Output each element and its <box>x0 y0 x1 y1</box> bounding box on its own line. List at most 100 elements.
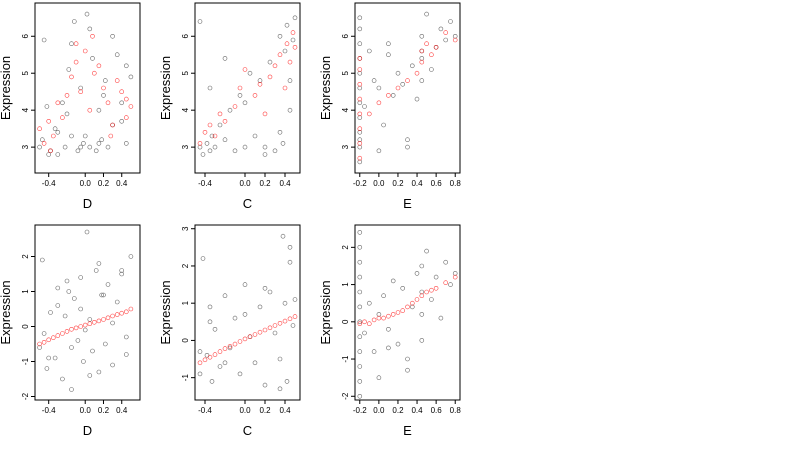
data-point-observed <box>452 271 458 276</box>
data-point-observed <box>46 355 52 361</box>
data-point-fitted <box>227 344 233 349</box>
panel-6: -0.2 0.0 0.2 0.4 0.6 0.8 -2 -1 0 1 2 E Expression <box>318 224 462 438</box>
data-point-fitted <box>237 339 243 344</box>
data-point-observed <box>280 141 286 146</box>
data-point-observed <box>52 126 58 131</box>
data-point-observed <box>252 360 258 366</box>
data-point-observed <box>376 148 382 154</box>
data-point-fitted <box>357 141 363 146</box>
x-tick-label: -0.4 <box>198 406 212 415</box>
data-point-observed <box>277 33 283 39</box>
data-point-fitted <box>101 85 106 91</box>
data-point-fitted <box>452 274 458 280</box>
data-point-fitted <box>237 85 243 91</box>
data-point-observed <box>101 93 106 98</box>
data-point-fitted <box>429 52 434 58</box>
data-point-observed <box>222 56 228 61</box>
data-point-observed <box>405 367 410 373</box>
x-axis-title: C <box>243 196 252 211</box>
data-point-observed <box>419 312 425 317</box>
data-point-observed <box>41 37 47 43</box>
data-point-observed <box>197 371 203 377</box>
y-axis-title: Expression <box>318 56 333 120</box>
y-tick-label: 3 <box>181 226 190 231</box>
data-point-fitted <box>267 74 273 80</box>
data-point-observed <box>357 130 363 135</box>
x-tick-label: -0.2 <box>353 179 367 188</box>
data-point-observed <box>290 37 296 43</box>
data-point-observed <box>227 345 233 351</box>
x-tick-label: 0.4 <box>411 406 423 415</box>
data-point-observed <box>124 352 129 357</box>
data-point-observed <box>55 152 61 157</box>
x-axis-title: C <box>243 423 252 438</box>
y-tick-label: -1 <box>21 357 30 365</box>
data-point-observed <box>46 152 52 157</box>
y-tick-label: 3 <box>181 144 190 149</box>
data-point-observed <box>41 331 47 336</box>
data-point-observed <box>81 359 86 364</box>
data-point-fitted <box>262 111 268 117</box>
data-point-observed <box>357 334 363 340</box>
data-point-observed <box>60 376 65 382</box>
y-tick-label: 2 <box>21 254 30 259</box>
data-point-fitted <box>272 323 278 328</box>
data-point-observed <box>66 289 72 294</box>
x-tick-label: -0.4 <box>198 179 212 188</box>
data-point-observed <box>242 312 248 317</box>
data-point-observed <box>78 275 83 280</box>
x-tick-label: 0.0 <box>373 179 385 188</box>
data-point-observed <box>93 148 99 154</box>
data-point-observed <box>429 67 434 72</box>
data-point-observed <box>207 304 213 310</box>
data-point-observed <box>376 85 382 91</box>
data-point-observed <box>222 360 228 366</box>
panel-2: -0.4 0.0 0.2 0.4 3 4 5 6 C Expression <box>158 2 301 211</box>
data-point-observed <box>272 148 278 154</box>
data-point-observed <box>82 133 88 139</box>
data-point-observed <box>405 356 410 362</box>
data-point-fitted <box>357 67 363 72</box>
data-point-observed <box>207 85 213 91</box>
data-point-fitted <box>37 341 42 347</box>
data-point-fitted <box>252 332 258 337</box>
x-tick-label: 0.6 <box>431 179 443 188</box>
data-point-fitted <box>232 104 238 109</box>
data-point-observed <box>217 364 223 369</box>
data-point-observed <box>371 349 377 354</box>
x-tick-label: -0.4 <box>42 406 56 415</box>
data-point-observed <box>262 285 268 291</box>
data-point-observed <box>292 15 298 21</box>
data-point-observed <box>357 245 363 250</box>
panel-3: -0.2 0.0 0.2 0.4 0.6 0.8 3 4 5 6 E Expression <box>318 2 461 211</box>
y-axis-title: Expression <box>0 280 13 344</box>
data-point-observed <box>287 78 293 83</box>
data-point-observed <box>78 144 83 150</box>
data-point-fitted <box>414 70 420 76</box>
x-tick-label: -0.4 <box>42 179 56 188</box>
data-point-fitted <box>424 289 429 295</box>
data-point-fitted <box>46 337 52 343</box>
x-tick-label: -0.2 <box>353 406 367 415</box>
data-point-observed <box>44 366 50 371</box>
data-point-fitted <box>424 41 429 47</box>
data-point-observed <box>252 133 258 139</box>
data-point-observed <box>247 70 253 76</box>
x-tick-label: 0.8 <box>450 406 462 415</box>
data-point-fitted <box>114 312 120 317</box>
y-tick-label: 2 <box>181 263 190 268</box>
data-point-fitted <box>110 122 115 128</box>
data-point-observed <box>419 289 425 295</box>
data-point-observed <box>87 373 93 378</box>
data-point-fitted <box>197 141 203 146</box>
data-point-observed <box>197 349 203 354</box>
data-point-fitted <box>419 59 425 65</box>
data-point-observed <box>69 41 74 47</box>
data-point-observed <box>72 296 77 301</box>
data-point-fitted <box>73 325 79 331</box>
panel-5: -0.4 0.0 0.2 0.4 -1 0 1 2 3 C Expression <box>158 224 301 438</box>
data-point-observed <box>357 319 363 325</box>
data-point-observed <box>37 144 42 150</box>
data-point-fitted <box>50 335 56 341</box>
data-point-fitted <box>92 70 97 76</box>
